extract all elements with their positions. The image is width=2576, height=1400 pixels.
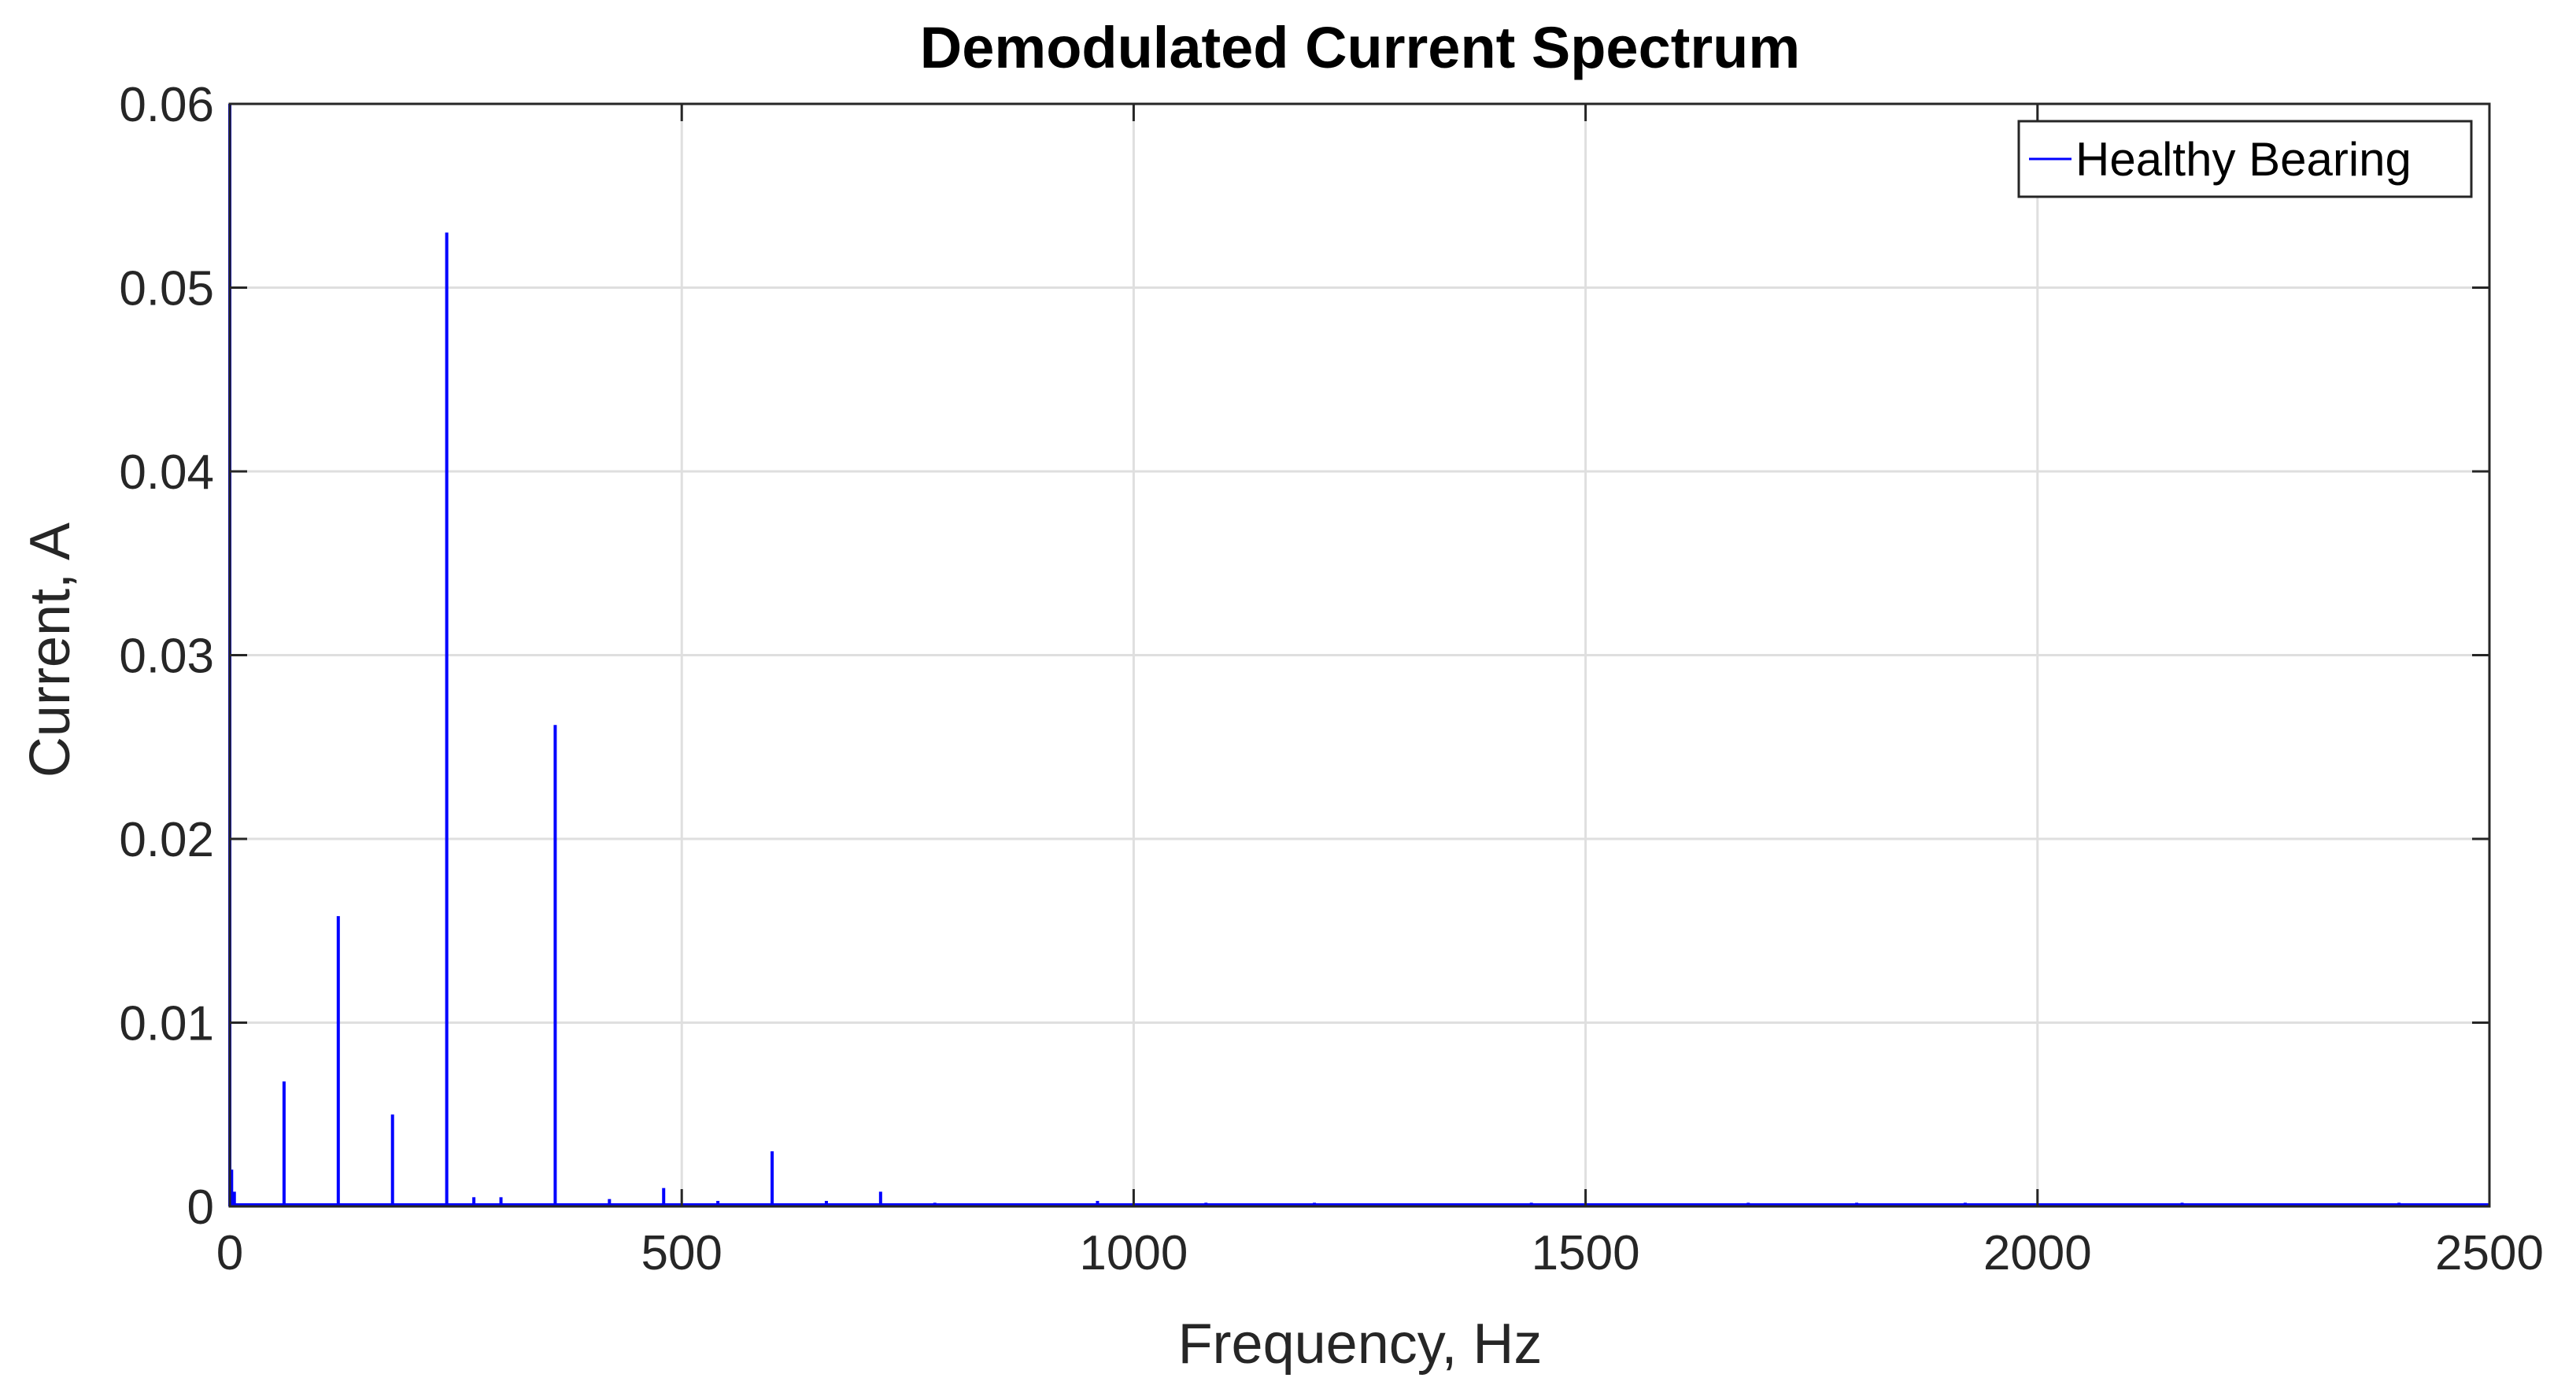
y-tick-label: 0.02	[119, 813, 214, 867]
x-axis-title: Frequency, Hz	[1178, 1313, 1543, 1376]
x-tick-label: 0	[216, 1226, 243, 1280]
chart-title: Demodulated Current Spectrum	[920, 15, 1800, 80]
y-tick-label: 0.05	[119, 262, 214, 316]
y-tick-label: 0.01	[119, 997, 214, 1051]
x-tick-label: 1500	[1532, 1226, 1640, 1280]
grid	[230, 104, 2489, 1206]
axes	[228, 102, 2491, 1208]
y-tick-label: 0	[187, 1180, 214, 1235]
y-tick-label: 0.06	[119, 78, 214, 132]
x-tick-label: 1000	[1079, 1226, 1188, 1280]
x-tick-label: 2500	[2435, 1226, 2544, 1280]
x-tick-label: 2000	[1983, 1226, 2092, 1280]
y-axis-title: Current, A	[19, 523, 82, 778]
legend-box	[2017, 120, 2473, 198]
y-tick-label: 0.03	[119, 630, 214, 684]
x-tick-label: 500	[641, 1226, 722, 1280]
y-tick-label: 0.04	[119, 445, 214, 500]
tick-labels: 0 500 1000 1500 2000 2500 0 0.01 0.02 0.03 0.04 0.0…	[119, 78, 2544, 1280]
legend-label-healthy-bearing: Healthy Bearing	[2075, 133, 2412, 186]
legend: Healthy Bearing	[2017, 120, 2473, 198]
